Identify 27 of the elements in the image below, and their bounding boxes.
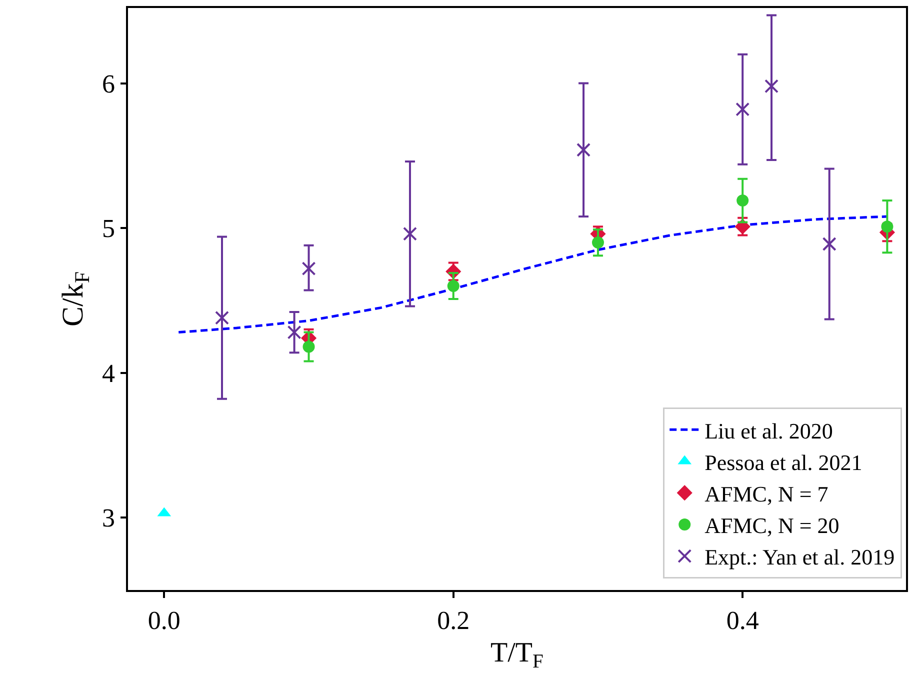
y-tick-label: 5 [102, 214, 116, 244]
legend-label: Pessoa et al. 2021 [704, 450, 862, 475]
point [736, 194, 749, 207]
point [822, 236, 836, 251]
point [881, 220, 894, 233]
point [302, 340, 315, 353]
legend-label: Liu et al. 2020 [704, 418, 833, 444]
point [402, 226, 417, 241]
x-tick-label: 0.2 [437, 606, 470, 635]
legend-label: AFMC, N = 20 [704, 513, 840, 538]
line-series [177, 215, 888, 334]
y-tick-label: 4 [102, 358, 116, 388]
point [576, 142, 591, 157]
point [764, 79, 779, 94]
x-tick-label: 0.4 [726, 606, 759, 635]
point [287, 325, 302, 340]
y-tick-label: 6 [102, 69, 116, 98]
point [592, 236, 604, 249]
y-tick-label: 3 [102, 504, 116, 533]
point [302, 262, 316, 276]
point [215, 310, 229, 325]
point [736, 102, 750, 116]
legend-label: AFMC, N = 7 [704, 481, 828, 506]
x-tick-label: 0.0 [148, 606, 180, 635]
point [447, 280, 460, 292]
x-axis-title: T/T$_{F}$ [490, 638, 544, 672]
legend-label: Expt.: Yan et al. 2019 [704, 544, 895, 570]
